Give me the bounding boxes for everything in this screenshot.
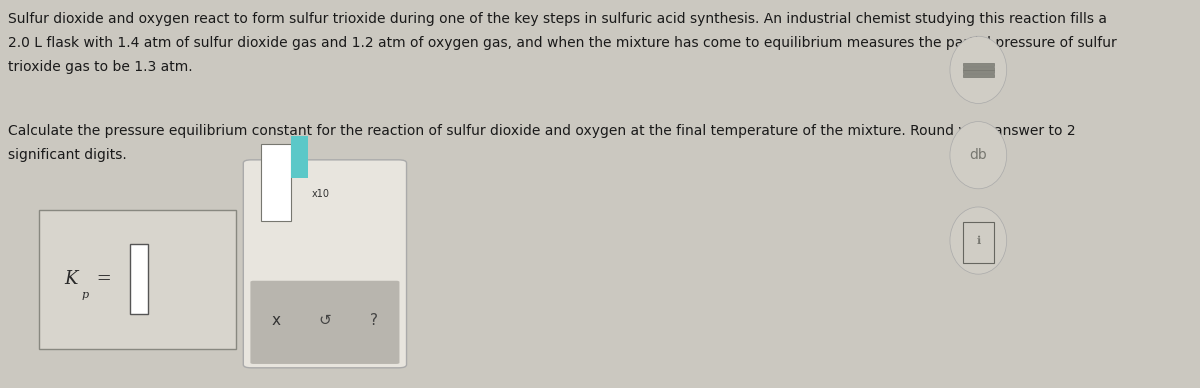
Text: x10: x10 [312, 189, 330, 199]
Text: ℹ: ℹ [977, 236, 980, 246]
Ellipse shape [950, 207, 1007, 274]
FancyBboxPatch shape [964, 63, 994, 66]
Text: x: x [271, 313, 281, 328]
Text: ?: ? [370, 313, 378, 328]
Text: Calculate the pressure equilibrium constant for the reaction of sulfur dioxide a: Calculate the pressure equilibrium const… [8, 124, 1075, 138]
Text: 2.0 L flask with 1.4 atm of sulfur dioxide gas and 1.2 atm of oxygen gas, and wh: 2.0 L flask with 1.4 atm of sulfur dioxi… [8, 36, 1117, 50]
FancyBboxPatch shape [38, 210, 236, 349]
Text: =: = [91, 270, 112, 288]
FancyBboxPatch shape [260, 144, 290, 221]
Ellipse shape [950, 121, 1007, 189]
Text: p: p [82, 290, 89, 300]
Text: ↺: ↺ [318, 313, 331, 328]
FancyBboxPatch shape [964, 222, 994, 263]
Ellipse shape [950, 36, 1007, 104]
Text: trioxide gas to be 1.3 atm.: trioxide gas to be 1.3 atm. [8, 60, 193, 74]
Text: significant digits.: significant digits. [8, 148, 127, 162]
Text: K: K [64, 270, 77, 288]
FancyBboxPatch shape [964, 74, 994, 77]
FancyBboxPatch shape [290, 136, 307, 178]
Text: Sulfur dioxide and oxygen react to form sulfur trioxide during one of the key st: Sulfur dioxide and oxygen react to form … [8, 12, 1108, 26]
FancyBboxPatch shape [130, 244, 148, 314]
FancyBboxPatch shape [251, 281, 400, 364]
Text: db: db [970, 148, 988, 162]
FancyBboxPatch shape [244, 160, 407, 368]
FancyBboxPatch shape [964, 70, 994, 73]
FancyBboxPatch shape [964, 67, 994, 70]
